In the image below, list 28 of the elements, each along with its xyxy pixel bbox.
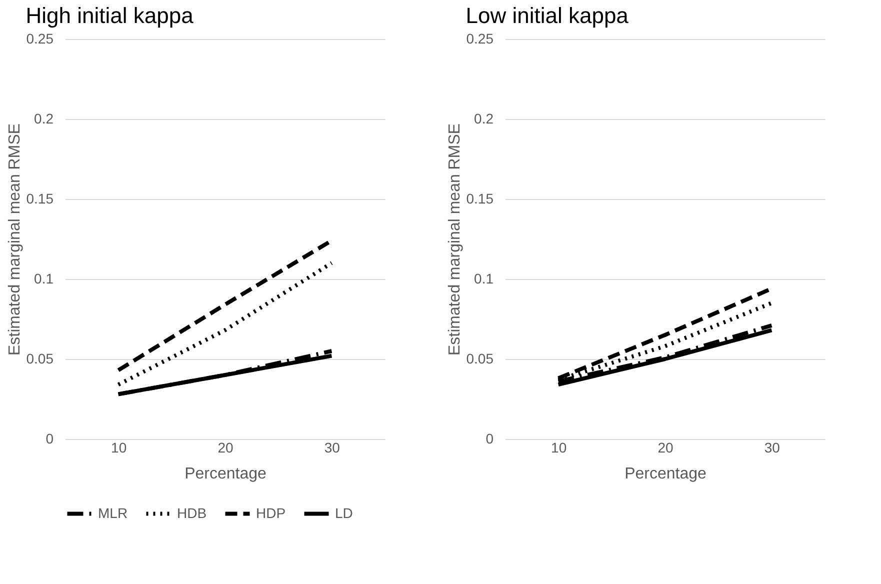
x-tick-label: 20: [218, 440, 234, 456]
x-tick-label: 10: [111, 440, 127, 456]
chart-title: Low initial kappa: [466, 3, 630, 28]
y-tick-label: 0: [486, 430, 494, 446]
legend-label: LD: [335, 504, 353, 521]
y-tick-label: 0.1: [34, 270, 54, 286]
y-tick-label: 0.1: [474, 270, 494, 286]
legend-label: HDP: [256, 504, 286, 521]
x-tick-label: 30: [764, 440, 780, 456]
x-tick-label: 10: [551, 440, 567, 456]
y-tick-label: 0.2: [474, 110, 494, 126]
x-axis-title: Percentage: [624, 466, 707, 482]
legend-label: HDB: [177, 504, 207, 521]
chart-title: High initial kappa: [26, 3, 194, 28]
y-tick-label: 0.05: [26, 350, 54, 366]
x-tick-label: 30: [324, 440, 340, 456]
y-tick-label: 0.15: [26, 190, 54, 206]
y-axis-title: Estimated marginal mean RMSE: [446, 123, 464, 356]
y-tick-label: 0.25: [466, 30, 494, 46]
legend-label: MLR: [98, 504, 128, 521]
y-tick-label: 0.15: [466, 190, 494, 206]
y-axis-title: Estimated marginal mean RMSE: [6, 123, 24, 356]
y-tick-label: 0: [46, 430, 54, 446]
y-tick-label: 0.05: [466, 350, 494, 366]
y-tick-label: 0.25: [26, 30, 54, 46]
x-tick-label: 20: [658, 440, 674, 456]
x-axis-title: Percentage: [184, 466, 267, 482]
y-tick-label: 0.2: [34, 110, 54, 126]
